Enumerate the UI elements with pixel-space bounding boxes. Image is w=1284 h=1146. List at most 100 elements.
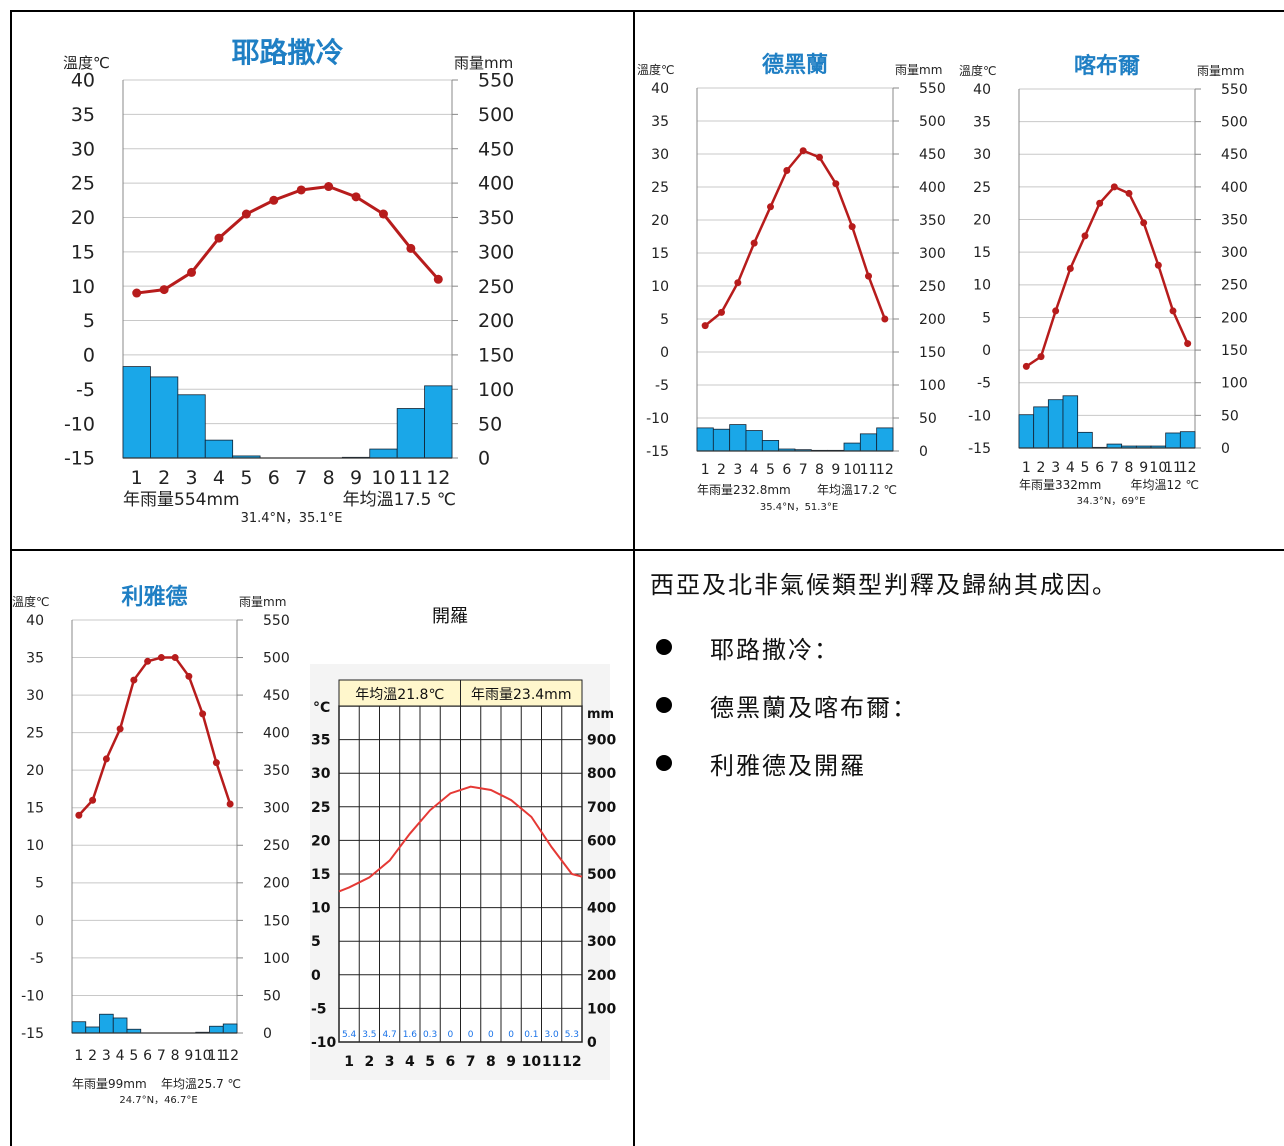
precip-value-label: 0	[488, 1030, 494, 1040]
annual-precip-label: 年雨量554mm	[123, 490, 240, 510]
y-right-unit-label: 雨量mm	[895, 63, 942, 77]
temperature-point	[783, 167, 791, 174]
y-left-tick-label: 25	[311, 800, 330, 816]
y-right-unit-label: 雨量mm	[454, 54, 513, 72]
y-right-tick-label: 0	[263, 1026, 272, 1042]
bullet-icon	[656, 755, 672, 771]
temperature-point	[750, 239, 758, 247]
y-right-unit-label: 雨量mm	[1197, 64, 1244, 78]
y-left-tick-label: -15	[646, 444, 669, 460]
y-right-tick-label: 200	[587, 968, 616, 984]
x-tick-label: 4	[213, 467, 225, 489]
precip-bar	[122, 366, 151, 459]
y-left-tick-label: 35	[311, 733, 330, 749]
y-right-tick-label: 150	[919, 345, 946, 361]
y-left-unit-label: 溫度℃	[63, 54, 110, 72]
precip-value-label: 1.6	[403, 1030, 418, 1040]
y-right-tick-label: 400	[919, 180, 946, 196]
temperature-point	[157, 654, 165, 662]
x-tick-label: 9	[1139, 460, 1148, 476]
question-item-tehran-kabul: 德黑蘭及喀布爾：	[650, 676, 1270, 734]
x-tick-label: 12	[221, 1048, 239, 1064]
temperature-point	[701, 322, 709, 330]
x-tick-label: 7	[1110, 460, 1119, 476]
y-left-tick-label: -10	[646, 411, 669, 427]
y-left-tick-label: 40	[651, 81, 669, 97]
coordinates-label: 24.7°N，46.7°E	[119, 1095, 197, 1106]
annual-precip-box	[460, 679, 583, 707]
x-tick-label: 12	[562, 1054, 581, 1070]
x-tick-label: 7	[466, 1054, 476, 1070]
y-left-tick-label: 25	[973, 180, 991, 196]
y-right-tick-label: 150	[263, 913, 290, 929]
precip-value-label: 0	[468, 1030, 474, 1040]
temperature-point	[881, 315, 889, 323]
temperature-point	[832, 180, 840, 188]
temperature-line	[704, 149, 887, 327]
temperature-point	[1184, 340, 1192, 348]
temperature-point	[1125, 189, 1133, 197]
x-tick-label: 5	[129, 1048, 138, 1064]
y-left-tick-label: 10	[71, 276, 95, 298]
x-tick-label: 6	[1095, 460, 1104, 476]
question-heading: 西亞及北非氣候類型判釋及歸納其成因。	[650, 571, 1118, 599]
x-tick-label: 1	[131, 467, 143, 489]
temperature-point	[212, 759, 220, 767]
x-tick-label: 12	[1179, 460, 1197, 476]
y-right-tick-label: 550	[919, 81, 946, 97]
temperature-point	[241, 209, 251, 219]
y-right-tick-label: 300	[919, 246, 946, 262]
y-left-tick-label: 0	[660, 345, 669, 361]
temperature-point	[1022, 362, 1030, 370]
y-left-tick-label: -15	[64, 448, 95, 470]
temperature-point	[1081, 232, 1089, 240]
y-right-tick-label: 100	[478, 379, 514, 401]
x-tick-label: 11	[399, 467, 423, 489]
temperature-point	[816, 153, 823, 161]
annual-precip-label: 年雨量99mm	[72, 1077, 147, 1091]
y-right-tick-label: 100	[263, 951, 290, 967]
y-right-tick-label: 200	[1221, 310, 1248, 326]
x-tick-label: 9	[184, 1048, 193, 1064]
y-right-tick-label: 250	[1221, 278, 1248, 294]
y-left-tick-label: 0	[982, 343, 991, 359]
temperature-point	[185, 672, 193, 680]
x-tick-label: 5	[1081, 460, 1090, 476]
y-right-tick-label: 450	[919, 147, 946, 163]
y-left-tick-label: 20	[26, 763, 44, 779]
y-left-tick-label: -10	[21, 988, 44, 1004]
x-tick-label: 11	[860, 462, 878, 478]
y-right-tick-label: 450	[263, 688, 290, 704]
temperature-point	[159, 285, 169, 295]
x-tick-label: 2	[158, 467, 170, 489]
temperature-point	[433, 274, 443, 284]
bullet-icon	[656, 639, 672, 655]
y-right-tick-label: 350	[263, 763, 290, 779]
table-border-middle	[10, 549, 1284, 551]
x-tick-label: 2	[717, 462, 726, 478]
chart-title: 喀布爾	[1074, 53, 1140, 79]
x-tick-label: 5	[240, 467, 252, 489]
y-right-tick-label: 100	[919, 378, 946, 394]
chart-title: 開羅	[432, 606, 468, 627]
y-left-tick-label: 40	[26, 613, 44, 629]
temperature-point	[865, 272, 872, 280]
precip-value-label: 0.1	[524, 1030, 538, 1040]
y-right-tick-label: 900	[587, 733, 616, 749]
y-right-tick-label: 50	[478, 413, 502, 435]
x-tick-label: 12	[426, 467, 450, 489]
y-right-tick-label: 300	[587, 934, 616, 950]
y-left-tick-label: 10	[26, 838, 44, 854]
y-left-tick-label: 10	[311, 901, 331, 917]
annual-temp-box	[338, 679, 461, 707]
y-left-tick-label: 30	[71, 138, 95, 160]
coordinates-label: 31.4°N，35.1°E	[241, 511, 343, 526]
question-item-jerusalem: 耶路撒冷：	[650, 618, 1270, 676]
y-left-tick-label: 25	[71, 173, 95, 195]
y-right-tick-label: 250	[478, 276, 514, 298]
precip-value-label: 5.4	[342, 1030, 357, 1040]
y-left-unit-label: 溫度℃	[959, 63, 996, 78]
y-left-tick-label: -15	[21, 1026, 44, 1042]
